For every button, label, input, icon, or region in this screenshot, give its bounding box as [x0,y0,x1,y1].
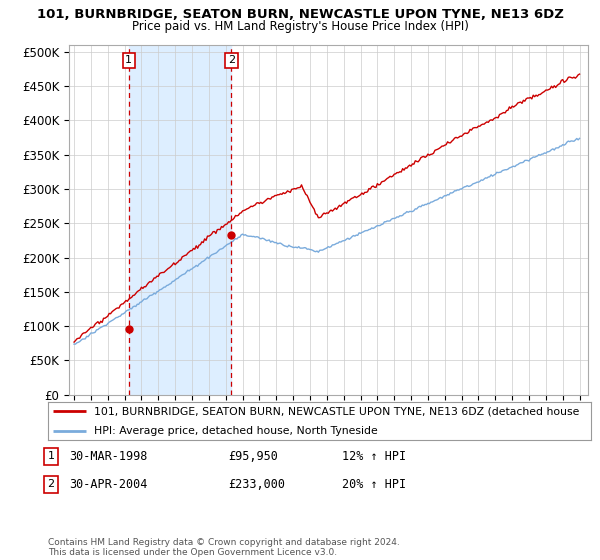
Text: Price paid vs. HM Land Registry's House Price Index (HPI): Price paid vs. HM Land Registry's House … [131,20,469,32]
Text: 1: 1 [125,55,133,66]
Text: £95,950: £95,950 [228,450,278,463]
Text: 1: 1 [47,451,55,461]
Text: £233,000: £233,000 [228,478,285,491]
Text: 2: 2 [228,55,235,66]
Text: 101, BURNBRIDGE, SEATON BURN, NEWCASTLE UPON TYNE, NE13 6DZ: 101, BURNBRIDGE, SEATON BURN, NEWCASTLE … [37,8,563,21]
Text: 101, BURNBRIDGE, SEATON BURN, NEWCASTLE UPON TYNE, NE13 6DZ (detached house: 101, BURNBRIDGE, SEATON BURN, NEWCASTLE … [94,406,580,416]
Text: Contains HM Land Registry data © Crown copyright and database right 2024.
This d: Contains HM Land Registry data © Crown c… [48,538,400,557]
Text: 30-APR-2004: 30-APR-2004 [69,478,148,491]
Text: 30-MAR-1998: 30-MAR-1998 [69,450,148,463]
Bar [129,45,231,395]
Text: 20% ↑ HPI: 20% ↑ HPI [342,478,406,491]
Text: HPI: Average price, detached house, North Tyneside: HPI: Average price, detached house, Nort… [94,426,378,436]
Text: 2: 2 [47,479,55,489]
Text: 12% ↑ HPI: 12% ↑ HPI [342,450,406,463]
